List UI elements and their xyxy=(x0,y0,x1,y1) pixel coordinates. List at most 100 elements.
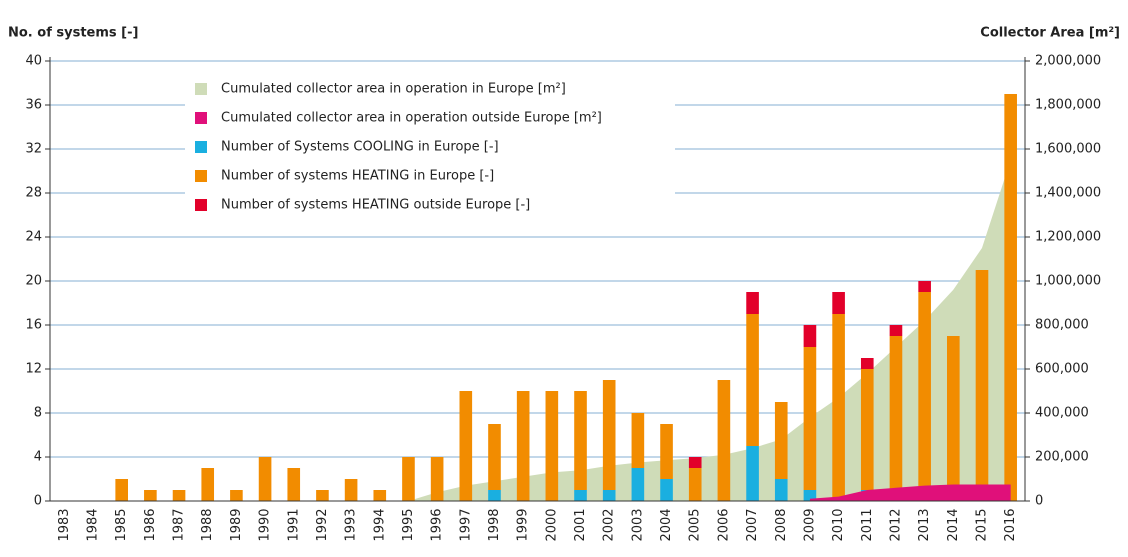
bar xyxy=(316,490,329,501)
bar xyxy=(373,490,387,501)
bar xyxy=(172,490,186,501)
x-tick-label: 1990 xyxy=(258,508,273,541)
x-tick-label: 1993 xyxy=(344,508,359,541)
bar xyxy=(746,314,759,446)
x-tick-label: 2011 xyxy=(860,508,875,541)
bar xyxy=(602,490,616,501)
y-tick-label: 28 xyxy=(25,186,42,201)
bar xyxy=(803,347,817,490)
bar xyxy=(832,292,845,314)
y2-tick-label: 1,600,000 xyxy=(1035,142,1101,157)
x-tick-label: 1994 xyxy=(372,508,387,541)
bar xyxy=(201,468,215,501)
y-tick-label: 32 xyxy=(25,142,42,157)
y-tick-label: 8 xyxy=(34,406,42,421)
bar xyxy=(287,468,301,501)
bar xyxy=(860,358,874,369)
bar xyxy=(947,336,960,490)
y2-tick-label: 1,000,000 xyxy=(1035,274,1101,289)
x-tick-label: 2016 xyxy=(1003,508,1018,541)
bar xyxy=(1004,94,1017,501)
y-tick-label: 40 xyxy=(25,54,42,69)
bar xyxy=(746,292,759,314)
x-tick-label: 1997 xyxy=(458,508,473,541)
legend-label: Cumulated collector area in operation in… xyxy=(221,82,566,97)
bar xyxy=(459,391,473,501)
y2-axis-title: Collector Area [m²] xyxy=(980,26,1120,41)
bar xyxy=(774,402,788,479)
x-tick-label: 2000 xyxy=(544,508,559,541)
bar xyxy=(660,479,673,501)
bar xyxy=(803,490,817,501)
y2-tick-label: 0 xyxy=(1035,494,1043,509)
x-tick-label: 2013 xyxy=(917,508,932,541)
y-tick-label: 16 xyxy=(25,318,42,333)
y2-tick-label: 1,800,000 xyxy=(1035,98,1101,113)
bar xyxy=(660,424,673,479)
legend-label: Number of systems HEATING outside Europe… xyxy=(221,198,530,213)
y2-tick-label: 1,200,000 xyxy=(1035,230,1101,245)
legend-marker xyxy=(195,112,207,124)
legend-marker xyxy=(195,170,207,182)
bar xyxy=(803,325,817,347)
y-tick-label: 4 xyxy=(34,450,42,465)
y-tick-label: 12 xyxy=(25,362,42,377)
legend-marker xyxy=(195,141,207,153)
bar xyxy=(488,424,501,490)
x-tick-label: 1992 xyxy=(315,508,330,541)
x-tick-label: 1986 xyxy=(143,508,158,541)
legend-box xyxy=(185,75,675,225)
x-tick-label: 1985 xyxy=(114,508,129,541)
bar xyxy=(746,446,759,501)
bar xyxy=(488,490,501,501)
bar xyxy=(631,468,645,501)
legend-label: Number of systems HEATING in Europe [-] xyxy=(221,169,494,184)
bar xyxy=(516,391,530,501)
bar xyxy=(230,490,243,501)
x-tick-label: 2002 xyxy=(602,508,617,541)
bar xyxy=(602,380,616,490)
legend-label: Cumulated collector area in operation ou… xyxy=(221,111,602,126)
x-tick-label: 2015 xyxy=(974,508,989,541)
legend-label: Number of Systems COOLING in Europe [-] xyxy=(221,140,499,155)
y2-tick-label: 1,400,000 xyxy=(1035,186,1101,201)
bar xyxy=(344,479,358,501)
bar xyxy=(144,490,157,501)
y-axis-title: No. of systems [-] xyxy=(8,26,138,41)
x-tick-label: 2007 xyxy=(745,508,760,541)
x-tick-label: 1989 xyxy=(229,508,244,541)
y-tick-label: 0 xyxy=(34,494,42,509)
x-tick-label: 1995 xyxy=(401,508,416,541)
x-tick-label: 1984 xyxy=(86,508,101,541)
x-tick-label: 2014 xyxy=(946,508,961,541)
x-tick-label: 2006 xyxy=(716,508,731,541)
y2-tick-label: 400,000 xyxy=(1035,406,1089,421)
y-tick-label: 20 xyxy=(25,274,42,289)
bar xyxy=(832,314,845,501)
x-tick-label: 1999 xyxy=(516,508,531,541)
y-tick-label: 24 xyxy=(25,230,42,245)
bar xyxy=(402,457,415,501)
x-tick-label: 2009 xyxy=(802,508,817,541)
y2-tick-label: 200,000 xyxy=(1035,450,1089,465)
bar xyxy=(860,369,874,490)
x-tick-label: 2010 xyxy=(831,508,846,541)
bar xyxy=(975,270,989,501)
x-tick-label: 2005 xyxy=(688,508,703,541)
area xyxy=(809,484,1011,501)
bar xyxy=(717,380,731,501)
bar xyxy=(918,292,931,501)
x-tick-label: 1987 xyxy=(172,508,187,541)
bar xyxy=(688,468,702,501)
legend-marker xyxy=(195,83,207,95)
x-tick-label: 1991 xyxy=(286,508,301,541)
bar xyxy=(688,457,702,468)
y2-tick-label: 600,000 xyxy=(1035,362,1089,377)
x-tick-label: 1996 xyxy=(430,508,445,541)
x-tick-label: 1988 xyxy=(200,508,215,541)
bar xyxy=(889,336,903,501)
bar xyxy=(430,457,444,501)
x-tick-label: 2004 xyxy=(659,508,674,541)
bar xyxy=(774,479,788,501)
